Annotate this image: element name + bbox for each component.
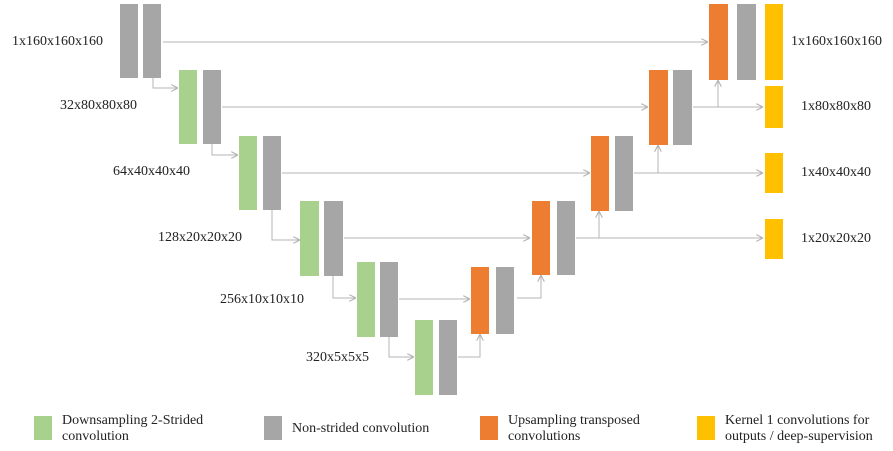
downsampling-block <box>239 136 257 210</box>
legend-label-nonstrided: Non-strided convolution <box>292 421 430 436</box>
downsampling-block <box>300 201 319 276</box>
output-size-label: 1x20x20x20 <box>801 231 871 246</box>
down-arrow-5 <box>388 337 414 357</box>
output-size-label: 1x40x40x40 <box>801 165 871 180</box>
nonstrided-block <box>380 262 398 337</box>
nonstrided-block <box>203 70 221 144</box>
output-block <box>765 86 783 128</box>
up-arrow-2 <box>517 275 541 299</box>
nonstrided-block <box>263 136 281 210</box>
nonstrided-block <box>673 70 692 145</box>
encoder-size-label: 1x160x160x160 <box>12 34 103 49</box>
encoder-size-label: 64x40x40x40 <box>113 164 190 179</box>
legend-swatch-output <box>697 416 715 440</box>
upsampling-block <box>649 70 668 145</box>
downsampling-block <box>415 320 433 395</box>
legend-label-upsampling: Upsampling transposed convolutions <box>508 413 640 444</box>
output-size-label: 1x80x80x80 <box>801 99 871 114</box>
upsampling-block <box>591 136 609 211</box>
up-arrow-5 <box>693 80 718 108</box>
up-arrow-3 <box>576 211 599 239</box>
up-arrow-4 <box>634 145 658 174</box>
encoder <box>120 4 457 395</box>
nonstrided-block <box>120 4 138 78</box>
nonstrided-block <box>143 4 161 78</box>
upsampling-block <box>532 201 550 275</box>
nonstrided-block <box>737 4 756 80</box>
down-arrow-3 <box>271 209 300 240</box>
decoder <box>471 4 756 334</box>
connections <box>152 42 763 358</box>
down-arrow-1 <box>152 78 178 88</box>
legend-swatch-upsampling <box>480 416 498 440</box>
upsampling-block <box>471 267 489 334</box>
encoder-size-label: 320x5x5x5 <box>306 350 369 365</box>
nonstrided-block <box>496 267 514 334</box>
nonstrided-block <box>557 201 575 275</box>
output-block <box>765 219 783 259</box>
outputs <box>765 4 783 259</box>
output-size-label: 1x160x160x160 <box>791 34 882 49</box>
legend-swatch-nonstrided <box>264 416 282 440</box>
legend-label-output: Kernel 1 convolutions for outputs / deep… <box>725 413 873 444</box>
downsampling-block <box>179 70 197 144</box>
nonstrided-block <box>324 201 343 276</box>
output-block <box>765 153 783 193</box>
nonstrided-block <box>439 320 457 395</box>
legend-label-downsampling: Downsampling 2-Strided convolution <box>62 413 204 444</box>
encoder-size-label: 32x80x80x80 <box>60 98 137 113</box>
output-block <box>765 4 783 80</box>
upsampling-block <box>709 4 728 80</box>
nonstrided-block <box>615 136 633 211</box>
downsampling-block <box>357 262 375 337</box>
up-arrow-1 <box>458 334 480 358</box>
encoder-size-label: 128x20x20x20 <box>158 230 242 245</box>
down-arrow-4 <box>332 275 356 298</box>
legend-swatch-downsampling <box>34 416 52 440</box>
encoder-size-label: 256x10x10x10 <box>220 292 304 307</box>
down-arrow-2 <box>211 144 238 155</box>
